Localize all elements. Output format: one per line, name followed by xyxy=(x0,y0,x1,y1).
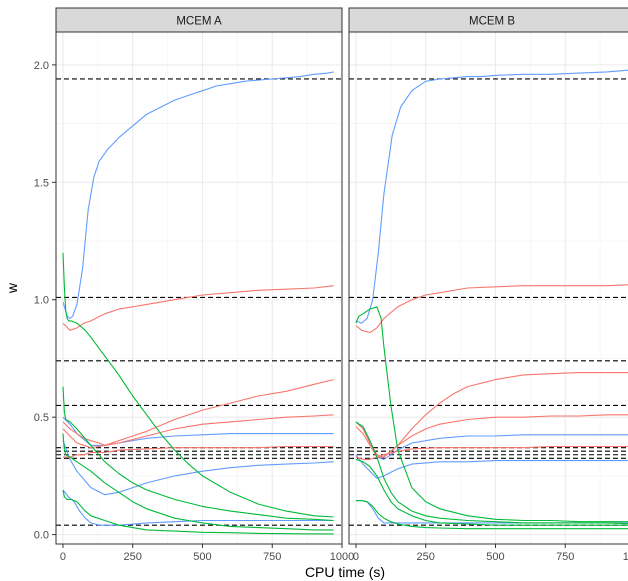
y-tick-label: 0.5 xyxy=(34,412,49,424)
panel-b-strip-label: MCEM B xyxy=(469,16,515,28)
x-tick-label: 750 xyxy=(556,551,574,563)
y-axis-ticks: 0.0 0.5 1.0 1.5 2.0 xyxy=(34,60,56,542)
x-axis-title: CPU time (s) xyxy=(305,564,385,580)
x-tick-label: 1000 xyxy=(623,551,628,563)
series-line-blue-0 xyxy=(355,69,628,324)
series-line-green-10 xyxy=(62,433,334,531)
panel-a-strip-label: MCEM A xyxy=(176,16,222,28)
panel-a-series xyxy=(62,71,334,535)
x-tick-label: 0 xyxy=(353,551,359,563)
y-axis-title: w xyxy=(4,282,20,294)
series-line-red-7 xyxy=(355,445,628,460)
series-line-red-7 xyxy=(63,445,334,458)
panel-a-x-ticks: 0 250 500 750 1000 xyxy=(60,544,354,563)
panel-a-strip xyxy=(55,7,343,33)
series-line-blue-2 xyxy=(355,454,628,479)
series-line-green-9 xyxy=(62,386,334,522)
series-line-green-8 xyxy=(62,252,334,518)
panel-b-group: MCEM B 0 250 500 750 1000 xyxy=(348,7,628,563)
series-line-red-6 xyxy=(62,414,334,449)
series-line-red-4 xyxy=(355,284,628,334)
series-line-green-9 xyxy=(355,421,628,525)
series-line-green-8 xyxy=(355,306,628,523)
x-tick-label: 250 xyxy=(417,551,435,563)
y-tick-label: 2.0 xyxy=(34,60,49,72)
x-tick-label: 1000 xyxy=(330,551,354,563)
x-tick-label: 0 xyxy=(60,551,66,563)
x-tick-label: 500 xyxy=(193,551,211,563)
panel-b-x-ticks: 0 250 500 750 1000 xyxy=(353,544,628,563)
y-tick-label: 0.0 xyxy=(34,530,49,542)
panel-a-border xyxy=(55,31,343,545)
x-tick-label: 500 xyxy=(486,551,504,563)
series-line-blue-0 xyxy=(62,71,334,320)
series-line-green-10 xyxy=(355,458,628,526)
series-line-red-5 xyxy=(62,379,334,446)
series-line-red-6 xyxy=(355,414,628,458)
series-line-green-11 xyxy=(356,500,628,530)
y-tick-label: 1.5 xyxy=(34,177,49,189)
panel-b-border xyxy=(348,31,628,545)
panel-b-series xyxy=(355,69,628,530)
panel-a-background xyxy=(56,32,342,544)
y-tick-label: 1.0 xyxy=(34,295,49,307)
panel-a-group: MCEM A 0 250 500 750 1000 xyxy=(55,7,354,563)
x-tick-label: 250 xyxy=(124,551,142,563)
series-line-blue-2 xyxy=(62,440,334,496)
x-tick-label: 750 xyxy=(263,551,281,563)
series-line-green-11 xyxy=(62,489,334,535)
